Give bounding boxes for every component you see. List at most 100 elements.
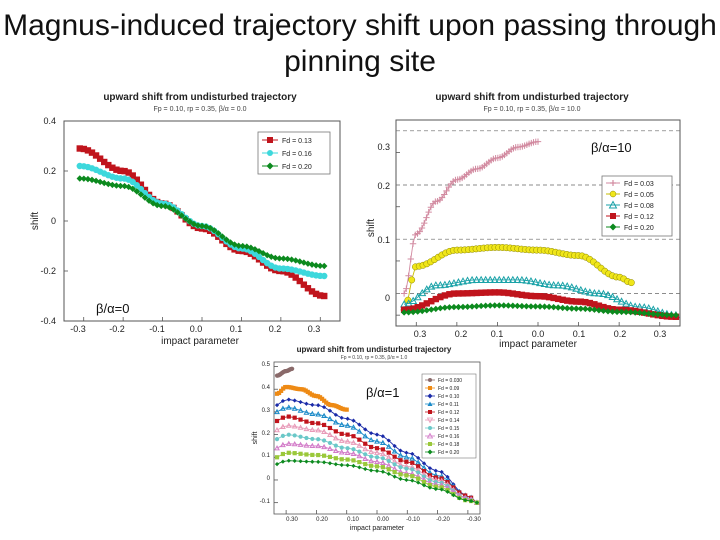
legend-label: Fd = 0.09: [438, 386, 459, 392]
data-point: [612, 294, 622, 303]
data-point: [397, 452, 404, 458]
x-axis-label: impact parameter: [499, 339, 577, 350]
legend-marker: [609, 190, 617, 198]
data-point: [129, 185, 136, 192]
data-point: [279, 405, 286, 411]
data-point: [379, 459, 386, 466]
data-point: [350, 424, 357, 430]
data-point: [291, 423, 298, 429]
data-point: [274, 418, 280, 424]
data-point: [523, 292, 530, 299]
data-point: [76, 175, 83, 182]
data-point: [316, 421, 321, 426]
data-point: [298, 417, 303, 422]
y-axis-label: shift: [30, 212, 41, 231]
data-point: [420, 219, 428, 227]
data-point: [473, 303, 480, 310]
data-point: [591, 306, 598, 313]
data-point: [285, 422, 292, 428]
data-point: [449, 279, 458, 287]
data-point: [408, 276, 416, 284]
data-point: [505, 302, 512, 309]
chart-title: upward shift from undisturbed trajectory: [297, 345, 452, 354]
data-point: [446, 304, 453, 311]
legend-label: Fd = 0.16: [282, 151, 312, 158]
data-point: [509, 290, 517, 297]
data-point: [433, 484, 438, 489]
chart-subtitle: Fp = 0.10, rp = 0.35, β/α = 10.0: [484, 106, 581, 113]
data-point: [339, 415, 344, 420]
data-point: [133, 182, 141, 189]
data-point: [292, 398, 297, 403]
data-point: [286, 414, 291, 419]
data-point: [274, 461, 280, 467]
data-point: [198, 222, 206, 230]
data-point: [468, 498, 474, 504]
data-point: [298, 434, 303, 439]
data-point: [405, 309, 412, 316]
data-point: [490, 275, 499, 283]
data-point: [486, 289, 494, 296]
data-point: [405, 272, 412, 279]
data-point: [363, 452, 368, 457]
data-point: [563, 282, 572, 290]
data-point: [344, 407, 349, 412]
data-point: [427, 204, 435, 211]
data-point: [309, 426, 316, 433]
y-tick-label: 0.3: [377, 142, 390, 152]
x-tick-label: 0.3: [414, 329, 427, 339]
data-point: [338, 437, 345, 443]
data-point: [545, 293, 553, 301]
data-point: [495, 275, 504, 283]
data-point: [280, 415, 286, 420]
data-point: [316, 292, 324, 299]
data-point: [650, 310, 657, 318]
legend-marker: [267, 137, 273, 143]
slide-title: Magnus-induced trajectory shift upon pas…: [3, 9, 717, 78]
x-tick-label: 0.2: [455, 329, 468, 339]
chart-beta-alpha-1: upward shift from undisturbed trajectory…: [248, 344, 484, 532]
data-point: [304, 435, 309, 441]
data-point: [291, 405, 298, 411]
data-point: [458, 277, 468, 285]
data-point: [586, 299, 594, 307]
data-point: [351, 463, 356, 468]
data-point: [327, 461, 333, 466]
data-point: [292, 433, 297, 438]
data-point: [594, 289, 603, 297]
data-point: [457, 496, 462, 501]
data-point: [309, 442, 316, 449]
x-tick-label: 0.10: [347, 517, 359, 523]
legend-marker: [610, 213, 616, 219]
data-point: [296, 277, 303, 285]
data-point: [468, 303, 476, 310]
data-point: [280, 433, 286, 438]
data-point: [141, 194, 149, 201]
data-point: [339, 431, 344, 436]
x-tick-label: -0.2: [109, 324, 125, 334]
data-point: [534, 138, 542, 145]
data-point: [113, 166, 120, 173]
data-point: [274, 455, 280, 460]
data-point: [105, 161, 112, 169]
data-point: [344, 438, 351, 444]
data-point: [327, 445, 333, 451]
data-point: [532, 292, 539, 300]
data-point: [591, 301, 598, 308]
data-point: [504, 275, 513, 283]
chart-subtitle: Fp = 0.10, rp = 0.35, β/α = 0.0: [153, 106, 246, 113]
data-point: [125, 183, 132, 191]
y-tick-label: 0.1: [262, 453, 271, 459]
data-point: [595, 302, 603, 309]
data-point: [622, 299, 631, 307]
data-point: [526, 276, 536, 285]
data-point: [464, 290, 471, 297]
data-point: [505, 289, 512, 297]
data-point: [564, 297, 571, 304]
data-point: [627, 279, 635, 287]
data-point: [413, 292, 422, 301]
data-point: [274, 445, 280, 451]
data-point: [577, 305, 585, 312]
data-point: [333, 456, 338, 461]
data-point: [549, 280, 558, 289]
